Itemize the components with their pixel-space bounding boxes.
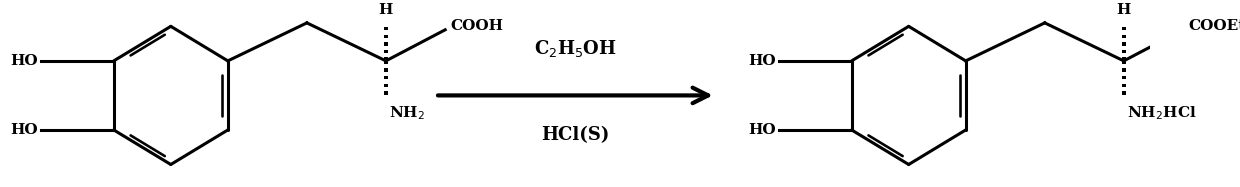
Text: COOH: COOH bbox=[450, 19, 503, 33]
Text: HO: HO bbox=[748, 123, 776, 137]
Text: HO: HO bbox=[10, 54, 38, 68]
Text: NH$_2$HCl: NH$_2$HCl bbox=[1127, 104, 1197, 122]
Text: HCl(S): HCl(S) bbox=[541, 126, 610, 144]
Text: NH$_2$: NH$_2$ bbox=[389, 104, 425, 122]
Text: H: H bbox=[378, 3, 393, 17]
Text: HO: HO bbox=[748, 54, 776, 68]
Text: COOEt: COOEt bbox=[1188, 19, 1240, 33]
Text: C$_2$H$_5$OH: C$_2$H$_5$OH bbox=[534, 38, 616, 59]
Text: H: H bbox=[1116, 3, 1131, 17]
Text: HO: HO bbox=[10, 123, 38, 137]
